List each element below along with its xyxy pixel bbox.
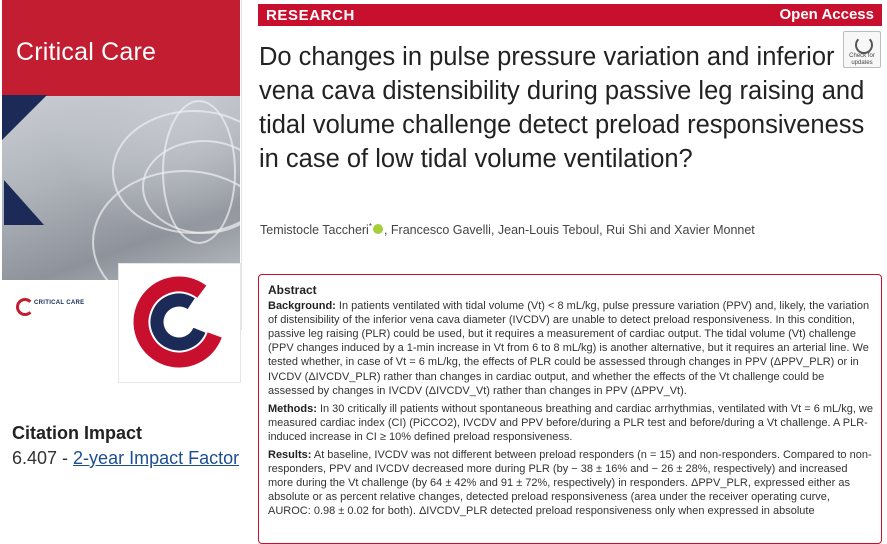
results-label: Results:	[268, 449, 312, 462]
author-link-first[interactable]: Temistocle Taccheri	[260, 223, 369, 238]
abstract-box: Abstract Background: In patients ventila…	[258, 274, 882, 544]
results-text: At baseline, IVCDV was not different bet…	[268, 449, 872, 518]
cover-red-band	[2, 0, 240, 96]
abstract-methods: Methods: In 30 critically ill patients w…	[268, 402, 873, 444]
check-updates-icon	[855, 36, 873, 54]
cover-footer-text: CRITICAL CARE	[34, 300, 85, 306]
impact-factor-link[interactable]: 2-year Impact Factor	[73, 448, 240, 468]
methods-text: In 30 critically ill patients without sp…	[268, 402, 873, 443]
article-title: Do changes in pulse pressure variation a…	[259, 43, 865, 173]
abstract-results: Results: At baseline, IVCDV was not diff…	[268, 448, 873, 518]
abstract-heading: Abstract	[268, 283, 317, 297]
cover-journal-title: Critical Care	[16, 38, 157, 66]
background-text: In patients ventilated with tidal volume…	[268, 300, 870, 397]
open-access-label[interactable]: Open Access	[779, 6, 875, 23]
journal-logo[interactable]	[118, 263, 241, 383]
citation-impact-heading: Citation Impact	[12, 423, 143, 443]
abstract-background: Background: In patients ventilated with …	[268, 299, 873, 398]
cover-navy-triangle	[2, 95, 47, 140]
background-label: Background:	[268, 300, 336, 313]
cover-navy-triangle-lower	[4, 180, 44, 225]
other-authors: , Francesco Gavelli, Jean-Louis Teboul, …	[383, 223, 755, 238]
orcid-icon[interactable]	[372, 224, 383, 235]
cover-footer-logo-icon	[16, 298, 34, 316]
impact-factor-value: 6.407	[12, 448, 58, 468]
section-label: RESEARCH	[266, 7, 355, 24]
critical-care-logo-icon	[133, 276, 225, 368]
citation-separator: -	[57, 448, 74, 468]
check-updates-label: Check for updates	[849, 53, 875, 66]
citation-impact-line: 6.407 - 2-year Impact Factor	[12, 448, 239, 469]
author-list: Temistocle Taccheri* , Francesco Gavelli,…	[260, 222, 755, 237]
check-for-updates-button[interactable]: Check for updates	[843, 31, 881, 68]
article-type-banner: RESEARCH Open Access	[258, 4, 882, 26]
corresponding-author-mark: *	[368, 222, 372, 231]
methods-label: Methods:	[268, 402, 317, 415]
cover-photo: Critical Care	[2, 0, 240, 280]
